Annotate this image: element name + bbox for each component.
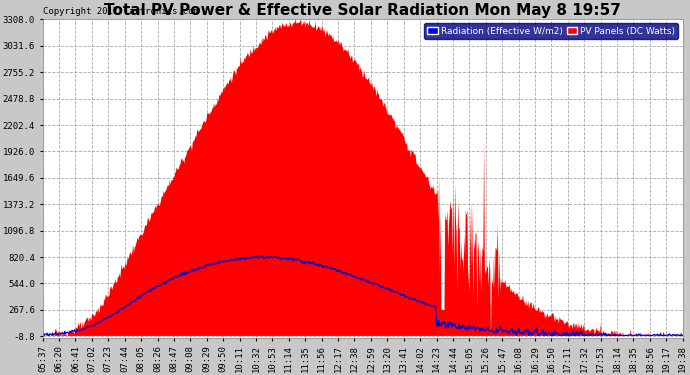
Title: Total PV Power & Effective Solar Radiation Mon May 8 19:57: Total PV Power & Effective Solar Radiati… bbox=[104, 3, 621, 18]
Text: Copyright 2017 Cartronics.com: Copyright 2017 Cartronics.com bbox=[43, 7, 199, 16]
Legend: Radiation (Effective W/m2), PV Panels (DC Watts): Radiation (Effective W/m2), PV Panels (D… bbox=[424, 24, 678, 39]
